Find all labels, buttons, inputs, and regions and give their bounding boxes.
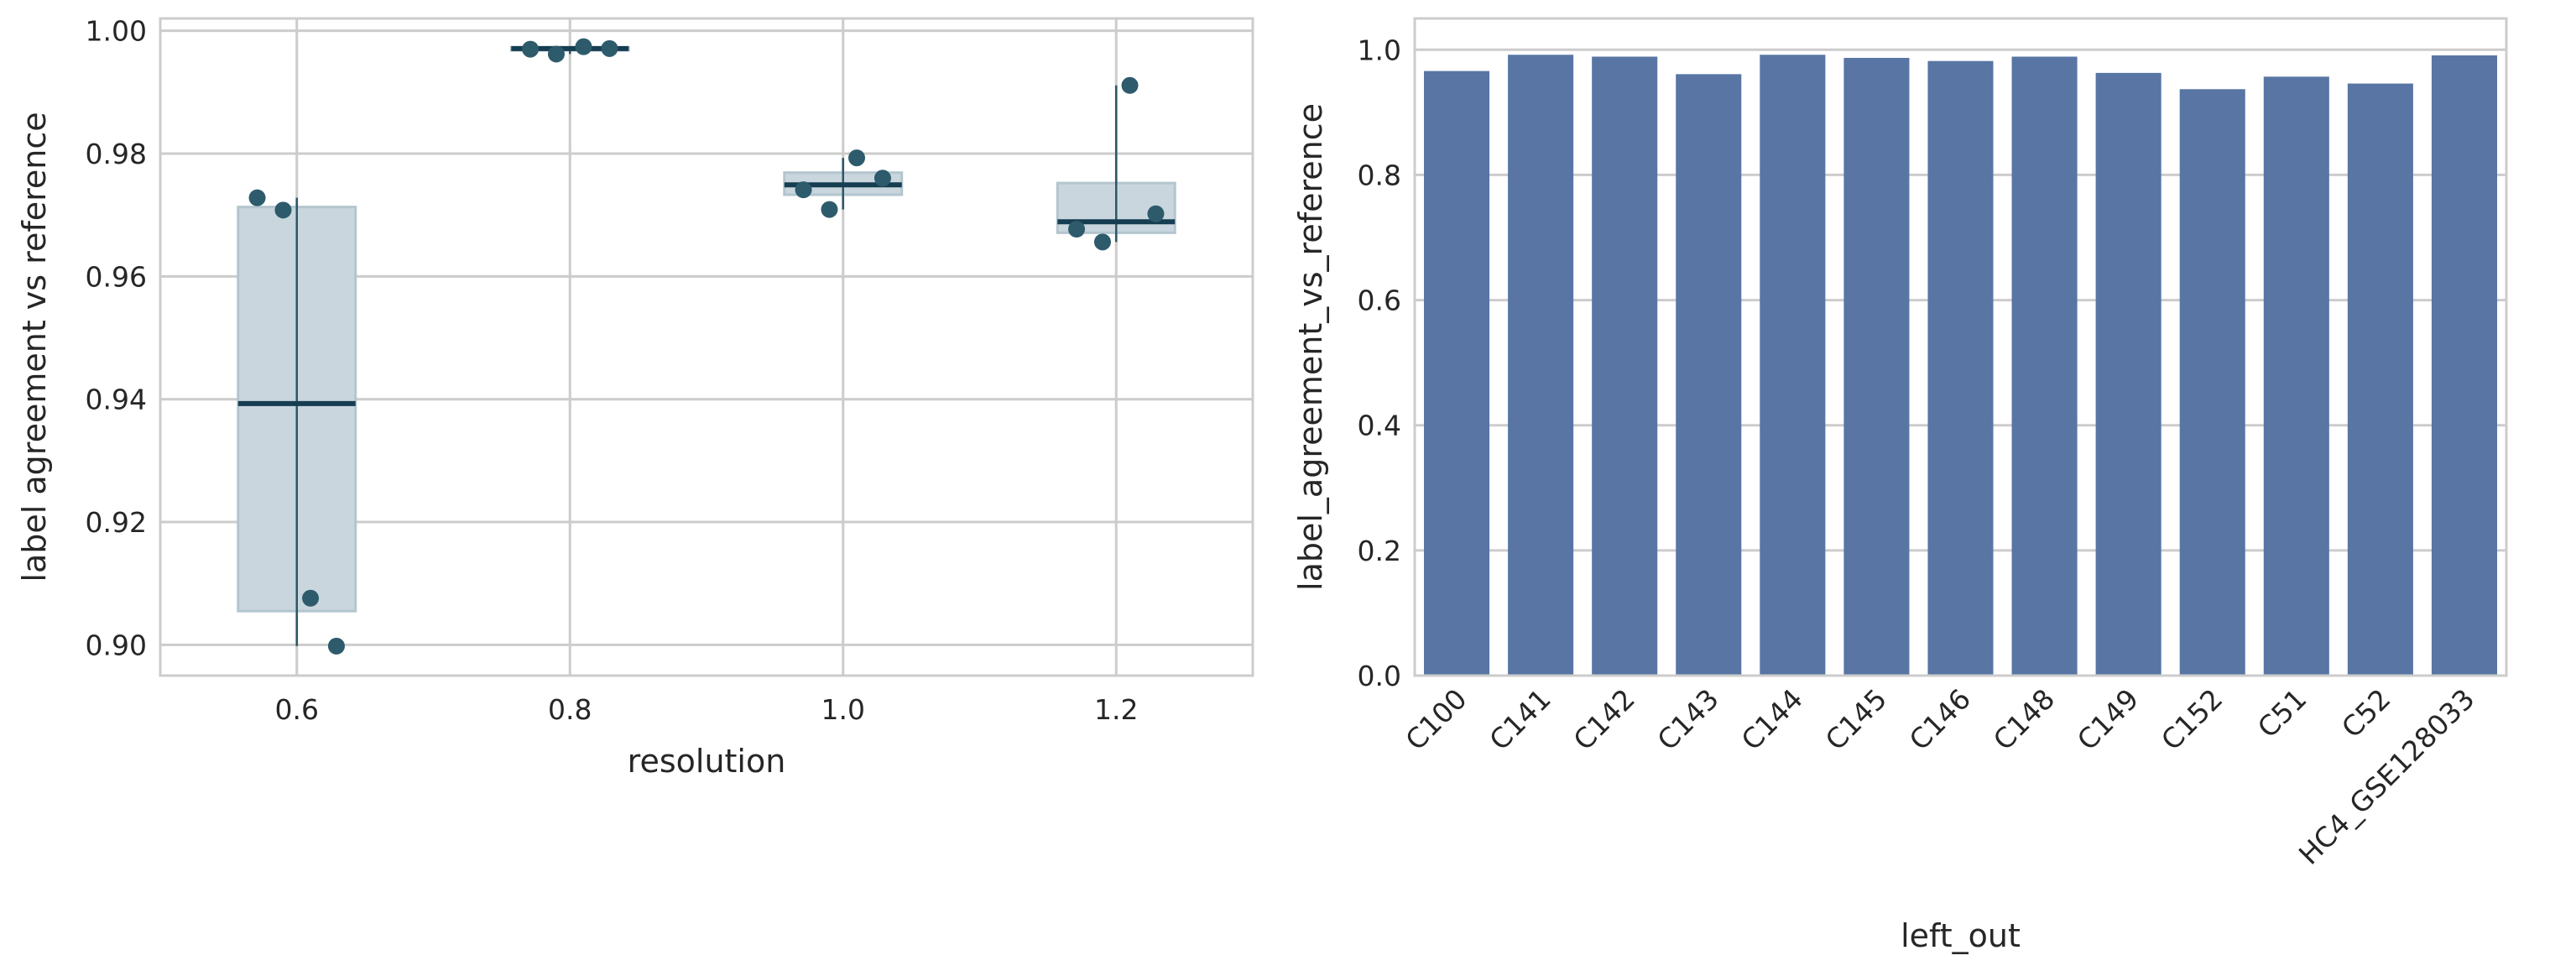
left-y-tick-label: 0.94 (86, 384, 147, 416)
data-point (1147, 205, 1165, 222)
right-y-tick-label: 0.6 (1358, 285, 1401, 317)
right-y-tick-label: 0.4 (1358, 410, 1401, 442)
data-point (248, 189, 266, 206)
left-y-tick-label: 0.96 (86, 260, 147, 293)
right-y-tick-label: 0.8 (1358, 159, 1401, 191)
bar (1676, 74, 1742, 676)
right-x-axis-label: left_out (1901, 917, 2021, 954)
right-x-tick-label: C52 (2335, 682, 2397, 744)
left-x-tick-label: 0.6 (275, 693, 319, 726)
left-x-axis-label: resolution (628, 743, 786, 780)
right-x-tick-label: C142 (1567, 682, 1640, 756)
bar (1927, 60, 1994, 676)
left-x-tick-label: 1.2 (1094, 693, 1138, 726)
bar (1592, 56, 1658, 676)
left-x-tick-label: 0.8 (548, 693, 592, 726)
left-y-axis-label: label agreement vs reference (16, 112, 53, 582)
right-x-tick-label: C152 (2155, 682, 2229, 756)
right-x-tick-label: C144 (1735, 682, 1809, 756)
right-x-tick-label: C143 (1651, 682, 1725, 756)
data-point (274, 201, 292, 219)
bar (2179, 89, 2245, 676)
right-x-tick-label: C148 (1987, 682, 2061, 756)
bar (2347, 83, 2413, 676)
resolution-box-chart: 0.90 0.92 0.94 0.96 0.98 1.00 0.6 0.8 1.0 1.2 res… (16, 15, 1254, 780)
data-point (1068, 220, 1086, 238)
data-point (1093, 233, 1111, 251)
bar (1508, 55, 1574, 676)
data-point (821, 201, 838, 218)
data-point (575, 38, 592, 55)
right-x-tick-label: C149 (2071, 682, 2145, 756)
data-point (848, 149, 866, 167)
bar (1843, 57, 1910, 676)
bar (2263, 76, 2329, 676)
left-y-tick-label: 1.00 (86, 15, 147, 48)
data-point (327, 637, 345, 655)
left-y-tick-label: 0.90 (86, 629, 147, 661)
bar (2431, 55, 2497, 676)
right-x-tick-label: C100 (1399, 682, 1473, 756)
left-y-tick-label: 0.92 (86, 506, 147, 539)
right-y-tick-label: 1.0 (1358, 34, 1401, 66)
bar (2095, 72, 2161, 676)
left-x-tick-label: 1.0 (821, 693, 865, 726)
data-point (302, 589, 320, 607)
left-y-tick-label: 0.98 (86, 138, 147, 170)
data-point (547, 45, 565, 63)
bar (2011, 56, 2078, 676)
right-y-axis-label: label_agreement_vs_reference (1292, 103, 1329, 591)
left-plot-frame (159, 17, 1254, 677)
right-x-tick-label: C145 (1819, 682, 1893, 756)
data-point (795, 181, 812, 199)
right-x-tick-label: C146 (1903, 682, 1977, 756)
data-point (1121, 76, 1139, 94)
data-point (601, 39, 618, 57)
bar (1760, 55, 1826, 676)
right-y-tick-label: 0.0 (1358, 660, 1401, 692)
right-x-tick-label: C141 (1483, 682, 1557, 756)
data-point (873, 170, 891, 187)
right-x-tick-label: C51 (2251, 682, 2313, 744)
right-y-tick-label: 0.2 (1358, 535, 1401, 567)
data-point (522, 40, 540, 58)
right-plot-frame (1413, 17, 2508, 677)
bar (1424, 70, 1490, 676)
